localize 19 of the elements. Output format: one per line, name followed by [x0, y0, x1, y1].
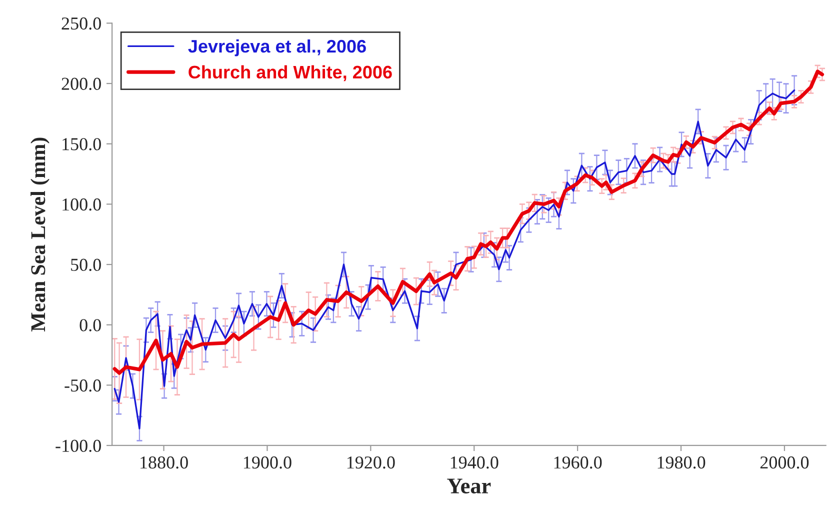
y-tick-label: -50.0 [64, 379, 101, 392]
x-axis-title: Year [447, 478, 491, 494]
y-tick-label: 0.0 [80, 319, 101, 332]
legend-label: Church and White, 2006 [188, 65, 392, 82]
legend-label: Jevrejeva et al., 2006 [188, 39, 366, 56]
x-tick-label: 1900.0 [244, 456, 292, 469]
x-tick-label: 1920.0 [347, 456, 395, 469]
x-tick-label: 1960.0 [554, 456, 602, 469]
y-tick-label: 150.0 [62, 138, 101, 150]
y-tick-label: 100.0 [62, 198, 101, 211]
x-tick-label: 1980.0 [658, 456, 706, 469]
y-tick-label: 200.0 [62, 78, 101, 90]
y-axis-title: Mean Sea Level (mm) [30, 138, 50, 332]
y-tick-label: -100.0 [56, 440, 101, 452]
y-tick-label: 50.0 [71, 258, 101, 272]
x-tick-label: 1880.0 [140, 456, 188, 469]
y-tick-label: 250.0 [62, 17, 101, 30]
x-tick-label: 2000.0 [760, 456, 809, 469]
x-tick-label: 1940.0 [450, 456, 498, 469]
